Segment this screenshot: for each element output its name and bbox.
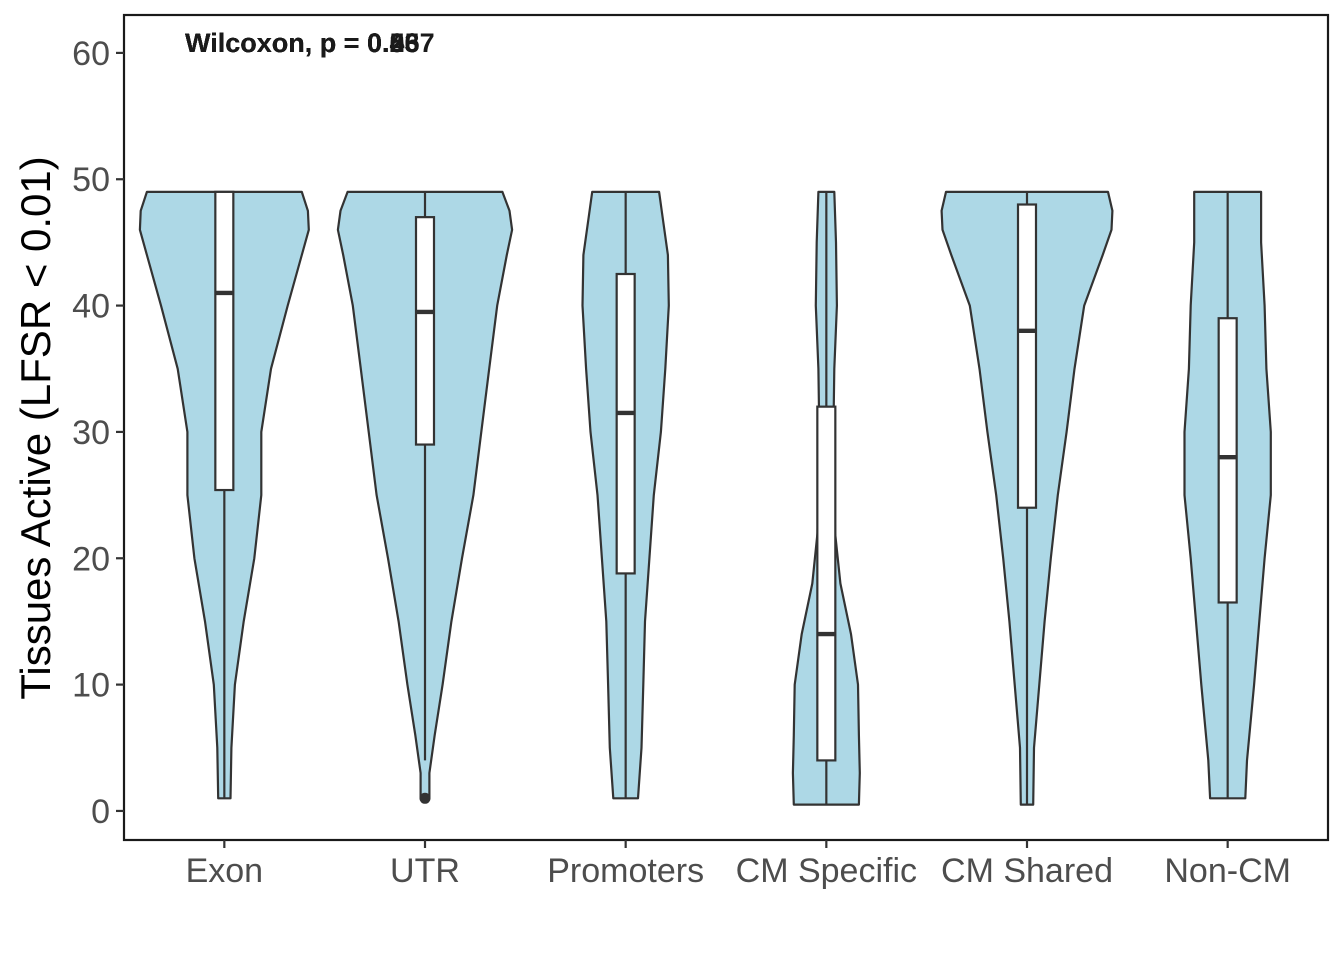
wilcoxon-annotation-5: Wilcoxon, p = 0.5 bbox=[185, 28, 405, 58]
x-tick-label-6: Non-CM bbox=[1164, 852, 1291, 890]
wilcoxon-annotation-2: Wilcoxon, p = 0.46 bbox=[185, 28, 420, 58]
box-5 bbox=[1016, 203, 1038, 509]
outlier-2-1 bbox=[419, 792, 431, 804]
x-tick-label-1: Exon bbox=[186, 852, 264, 890]
y-tick-label-20: 20 bbox=[72, 540, 110, 578]
y-tick-label-0: 0 bbox=[91, 793, 110, 831]
x-tick-label-2: UTR bbox=[390, 852, 460, 890]
y-axis-title: Tissues Active (LFSR < 0.01) bbox=[12, 156, 59, 699]
y-tick-label-30: 30 bbox=[72, 414, 110, 452]
box-2 bbox=[414, 216, 436, 446]
x-tick-label-4: CM Specific bbox=[736, 852, 917, 890]
box-4 bbox=[816, 405, 837, 762]
x-axis: Exon UTR Promoters CM Specific CM Shared Non-… bbox=[186, 840, 1291, 890]
wilcoxon-annotation-1: Wilcoxon, p = 0.037 bbox=[185, 28, 435, 58]
plot-panel-border bbox=[122, 13, 1330, 842]
box-1 bbox=[214, 190, 235, 492]
wilcoxon-annotation-4: Wilcoxon, p = 0.26 bbox=[185, 28, 420, 58]
wilcoxon-annotation-3: Wilcoxon, p = 0.55 bbox=[185, 28, 420, 58]
x-tick-label-5: CM Shared bbox=[941, 852, 1113, 890]
y-tick-label-10: 10 bbox=[72, 667, 110, 705]
y-axis: 0 10 20 30 40 50 60 bbox=[72, 35, 124, 831]
y-tick-label-60: 60 bbox=[72, 35, 110, 73]
violin-layer bbox=[138, 190, 1272, 806]
box-3 bbox=[615, 272, 636, 575]
y-tick-label-50: 50 bbox=[72, 161, 110, 199]
y-tick-label-40: 40 bbox=[72, 288, 110, 326]
x-tick-label-3: Promoters bbox=[547, 852, 704, 890]
box-6 bbox=[1217, 317, 1238, 604]
